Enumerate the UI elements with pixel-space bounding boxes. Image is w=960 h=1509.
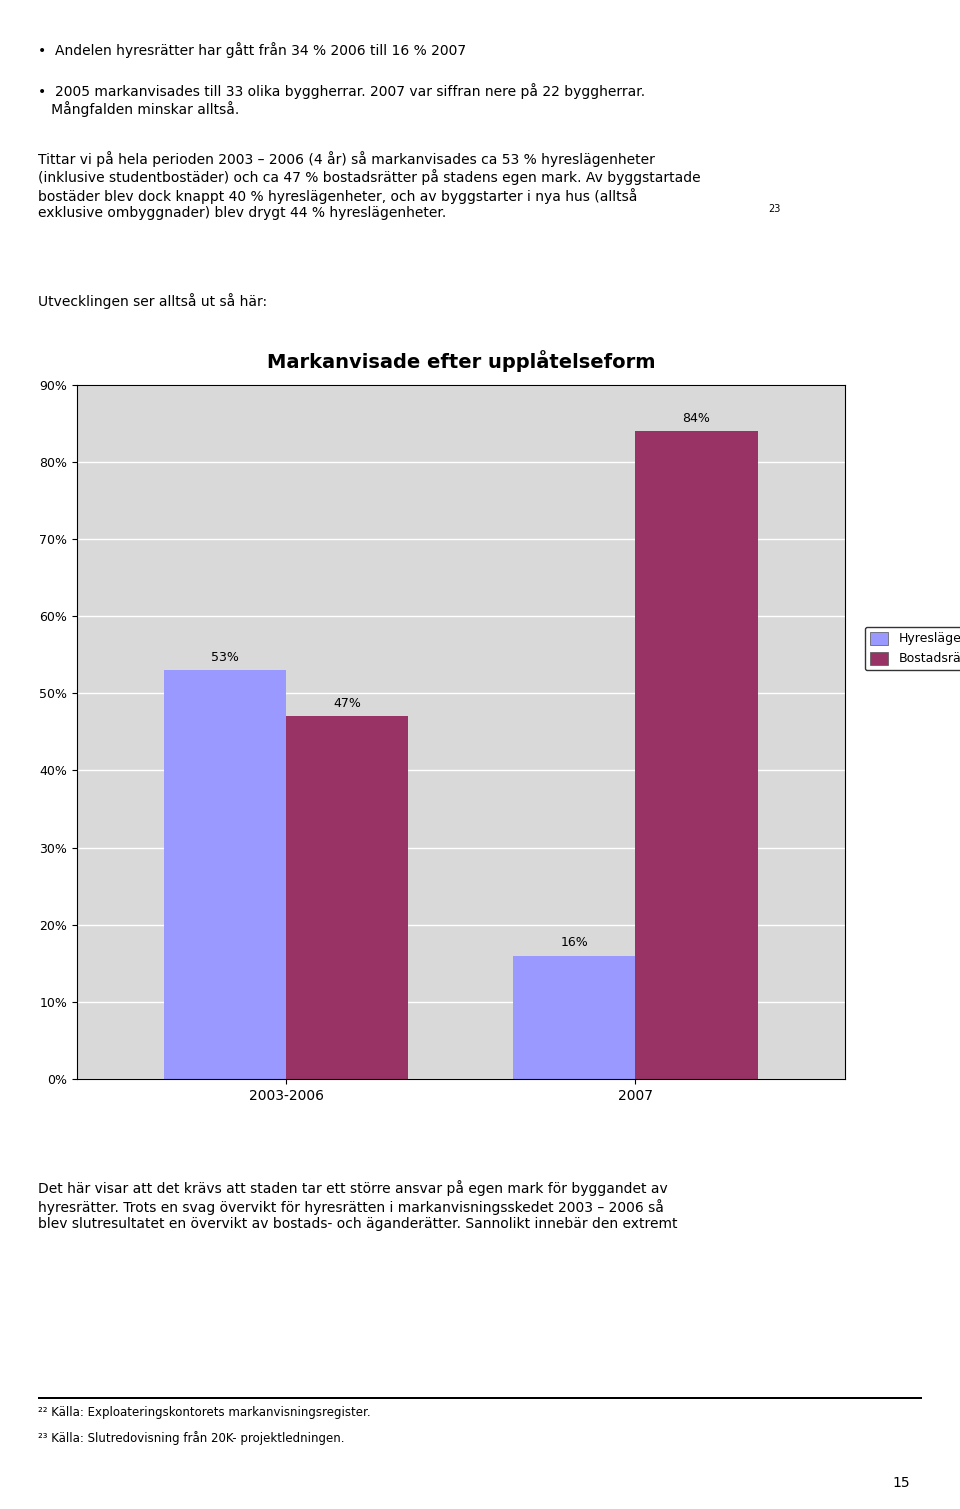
Bar [636, 432, 757, 1079]
Text: ²² Källa: Exploateringskontorets markanvisningsregister.: ²² Källa: Exploateringskontorets markanv… [38, 1406, 371, 1420]
Text: •  2005 markanvisades till 33 olika byggherrar. 2007 var siffran nere på 22 bygg: • 2005 markanvisades till 33 olika byggh… [38, 83, 645, 118]
Legend: Hyreslägenheter, Bostadsrätter: Hyreslägenheter, Bostadsrätter [865, 626, 960, 670]
Bar [286, 717, 408, 1079]
Text: 53%: 53% [211, 650, 239, 664]
Text: 84%: 84% [683, 412, 710, 426]
Text: 23: 23 [768, 204, 780, 214]
Text: 15: 15 [893, 1476, 910, 1489]
Text: Tittar vi på hela perioden 2003 – 2006 (4 år) så markanvisades ca 53 % hyresläge: Tittar vi på hela perioden 2003 – 2006 (… [38, 151, 701, 220]
Bar [514, 955, 636, 1079]
Text: 47%: 47% [333, 697, 361, 711]
Text: •  Andelen hyresrätter har gått från 34 % 2006 till 16 % 2007: • Andelen hyresrätter har gått från 34 %… [38, 42, 467, 59]
Text: Utvecklingen ser alltså ut så här:: Utvecklingen ser alltså ut så här: [38, 293, 268, 309]
Text: Det här visar att det krävs att staden tar ett större ansvar på egen mark för by: Det här visar att det krävs att staden t… [38, 1180, 678, 1231]
Text: ²³ Källa: Slutredovisning från 20K- projektledningen.: ²³ Källa: Slutredovisning från 20K- proj… [38, 1431, 345, 1444]
Title: Markanvisade efter upplåtelseform: Markanvisade efter upplåtelseform [267, 350, 655, 373]
Text: 16%: 16% [561, 937, 588, 949]
Bar [164, 670, 286, 1079]
